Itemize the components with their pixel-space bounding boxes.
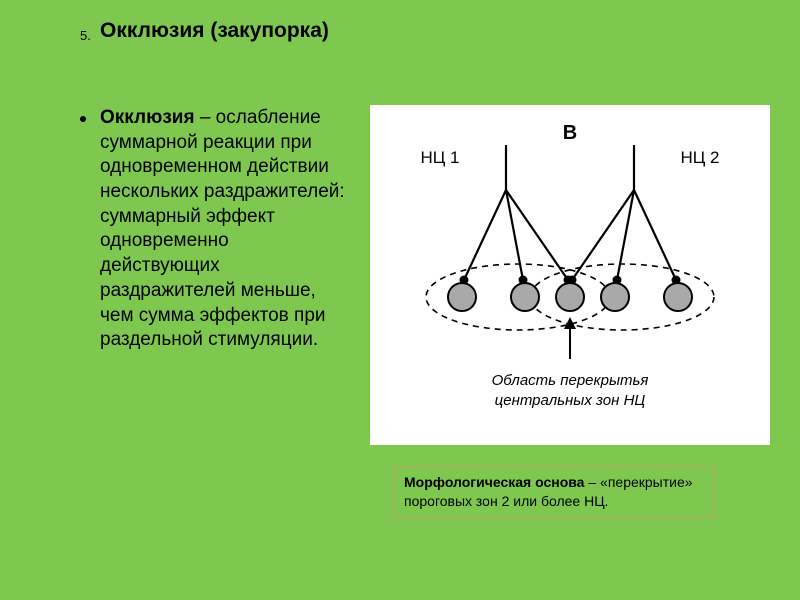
occlusion-diagram: В НЦ 1 НЦ 2 Область перекрытья центральных з…: [370, 105, 770, 445]
slide: 5. Окклюзия (закупорка) Окклюзия – ослаб…: [0, 0, 800, 600]
bullet-marker: [80, 116, 86, 122]
body-term: Окклюзия: [100, 107, 195, 128]
svg-text:НЦ 2: НЦ 2: [680, 148, 719, 167]
body-text: Окклюзия – ослабление суммарной реакции …: [100, 106, 350, 353]
caption-box: Морфологическая основа – «перекрытие» по…: [395, 466, 715, 518]
diagram-panel: В НЦ 1 НЦ 2 Область перекрытья центральных з…: [370, 105, 770, 445]
svg-text:НЦ 1: НЦ 1: [420, 148, 459, 167]
body-rest: – ослабление суммарной реакции при однов…: [100, 107, 345, 350]
heading-title: Окклюзия (закупорка): [100, 18, 329, 44]
svg-text:Область перекрытья: Область перекрытья: [492, 372, 649, 389]
heading-number: 5.: [80, 28, 91, 43]
svg-text:центральных зон НЦ: центральных зон НЦ: [495, 392, 646, 409]
caption-term: Морфологическая основа: [404, 474, 584, 490]
svg-text:В: В: [563, 122, 577, 144]
